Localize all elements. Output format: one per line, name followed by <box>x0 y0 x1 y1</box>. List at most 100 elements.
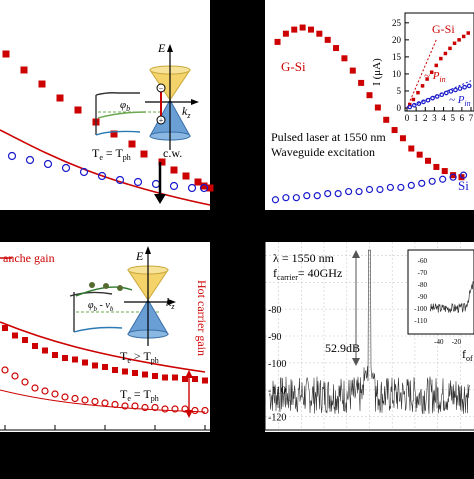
panel-c-series-1-point <box>131 402 139 410</box>
panel-d-inset-ytick-label: -90 <box>418 293 428 301</box>
panel-a-marks <box>2 50 214 193</box>
panel-a-band-top <box>95 92 140 96</box>
panel-b-series-1-point <box>365 185 374 194</box>
panel-d-inset-ytick-label: -80 <box>418 281 428 289</box>
panel-b-inset-gsi-point <box>429 70 434 74</box>
panel-d-xtick-label: 4 <box>458 437 464 449</box>
panel-a-series-1-point <box>97 171 107 181</box>
panel-c-series-1-point <box>121 402 129 410</box>
panel-b-inset-xtick-label: 2 <box>423 113 428 123</box>
panel-c-x-ticks: -0.4 -0.3 -0.2 -0.1 0 <box>0 425 208 449</box>
panel-a-e-label: E <box>157 41 166 55</box>
panel-b-inset-si-point <box>416 101 422 106</box>
panel-c-series-0-point <box>202 377 208 384</box>
panel-c-series-0-point <box>122 368 128 375</box>
panel-b-series-1-point <box>313 192 321 200</box>
panel-b-inset-si-point <box>434 94 440 99</box>
panel-b-series-1-point <box>386 183 394 192</box>
panel-c-series-1-point <box>1 366 9 374</box>
panel-b-series-0-point <box>307 26 314 33</box>
panel-c-series-0-point <box>92 362 98 369</box>
panel-b-inset-si-point <box>443 90 449 96</box>
panel-c-series-0-point <box>142 371 148 378</box>
panel-c-series-0-point <box>1 325 8 331</box>
panel-c-series-0-point <box>82 359 88 366</box>
panel-c-series-1-point <box>81 396 89 404</box>
panel-b-series-1-point <box>407 181 415 189</box>
panel-a-series-0-point <box>194 178 202 186</box>
panel-a-series-1-point <box>199 183 209 193</box>
panel-c-marks <box>1 325 209 415</box>
panel-d-xtick-label: 1 <box>389 437 395 449</box>
panel-b-inset-ytick-label: 20 <box>392 35 402 45</box>
panel-c-series-1-point <box>51 390 59 398</box>
panel-d-gain-label: 52.9dB <box>325 341 360 355</box>
panel-b-inset-xtick-label: 6 <box>460 113 465 123</box>
panel-a-series-0-point <box>74 106 82 114</box>
panel-b-series-0-point <box>299 24 306 31</box>
panel-c-series-0-point <box>172 374 178 381</box>
panel-b-inset-pin-label-blue: ~ Pin <box>449 94 471 108</box>
panel-b-waveguide-label: Waveguide excitation <box>271 145 375 159</box>
panel-a-series-1-point <box>43 159 53 169</box>
panel-b-series-1-point <box>303 192 311 200</box>
panel-a-series-1-point <box>61 163 71 173</box>
panel-b-series-1-point <box>439 175 447 183</box>
panel-d-inset-ytick-label: -70 <box>418 269 428 277</box>
panel-d-xtick-label: -2 <box>319 437 328 449</box>
panel-b-inset-gsi-point <box>416 90 420 95</box>
panel-d-xtick-label: -1 <box>342 437 351 449</box>
panel-d-xtick-label: 2 <box>412 437 418 449</box>
panel-b-series-1-point <box>334 190 342 198</box>
panel-a-series-0-point <box>56 94 64 102</box>
panel-a-series-0-point <box>206 184 214 192</box>
panel-b-inset-gsi-point <box>434 63 439 68</box>
panel-b-inset-ylabel: I (μA) <box>371 58 383 86</box>
panel-b-series-0-point <box>291 26 298 33</box>
panel-c-series-0-point <box>112 367 118 373</box>
panel-a-fermi <box>97 111 147 119</box>
panel-c-series-0-point <box>32 343 38 349</box>
panel-a-fit-curve <box>0 129 211 206</box>
panel-bottom-left: anche gain -0.4 -0.3 -0.2 -0.1 0 E kz φb - ν… <box>0 246 210 449</box>
panel-c-series-0-point <box>132 370 138 376</box>
panel-d-inset-xtick-label: -40 <box>434 338 444 346</box>
panel-d-inset-xtick-label: -20 <box>452 338 462 346</box>
panel-b-inset-gsi-point <box>448 46 452 51</box>
panel-c-series-0-point <box>102 364 108 370</box>
panel-b-inset-blue-fit <box>406 80 472 109</box>
panel-b-inset-gsi-point <box>420 84 425 88</box>
panel-c-series-0-point <box>12 332 18 339</box>
panel-b-series-1-point <box>397 183 405 192</box>
panel-top-right: G-Si Si Pulsed laser at 1550 nm Waveguid… <box>271 12 474 204</box>
panel-c-series-1-point <box>71 394 79 403</box>
panel-b-inset-si-point <box>457 86 463 91</box>
panel-a-kz-label: kz <box>182 104 191 120</box>
panel-d-xtick-label: 3 <box>435 437 441 449</box>
panel-b-inset-si-point <box>462 84 467 90</box>
panel-c-series-0-point <box>182 376 188 382</box>
panel-b-inset-si-point <box>439 92 445 98</box>
panel-c-e-arrow <box>145 246 151 254</box>
panel-c-hot-carrier-label: Hot carrier gain <box>195 280 209 356</box>
panel-a-k-arrow <box>191 99 199 105</box>
panel-a-series-0-point <box>128 140 136 148</box>
panel-b-inset-xtick-label: 4 <box>441 113 446 123</box>
panel-a-series-0-point <box>182 172 190 180</box>
panel-c-series-1-point <box>91 397 99 406</box>
panel-c-carrier-1 <box>89 282 95 288</box>
panel-d-inset: -60 -70 -80 -90 -100 -110 -40 -20 <box>414 257 474 346</box>
panel-bottom-right: -4 -3 -2 -1 0 1 2 3 4 -80 -90 -100 -110 -120 λ = 1550… <box>264 242 474 449</box>
panel-b-inset-si-point <box>453 87 458 93</box>
panel-d-spectrum-trace <box>269 249 470 414</box>
panel-b-series-1-point <box>345 187 353 196</box>
panel-a-phi-label: φb <box>120 99 130 113</box>
panel-c-xtick-label: 0 <box>202 437 208 449</box>
panel-b-inset-pin-label-red: ~ Pin <box>424 70 446 84</box>
panel-d-xtick-label: -3 <box>297 437 307 449</box>
panel-b-series-0-point <box>425 157 432 164</box>
panel-c-te-eq-label: Te = Tph <box>120 387 159 403</box>
panel-c-gain-arrow-down <box>185 410 193 418</box>
